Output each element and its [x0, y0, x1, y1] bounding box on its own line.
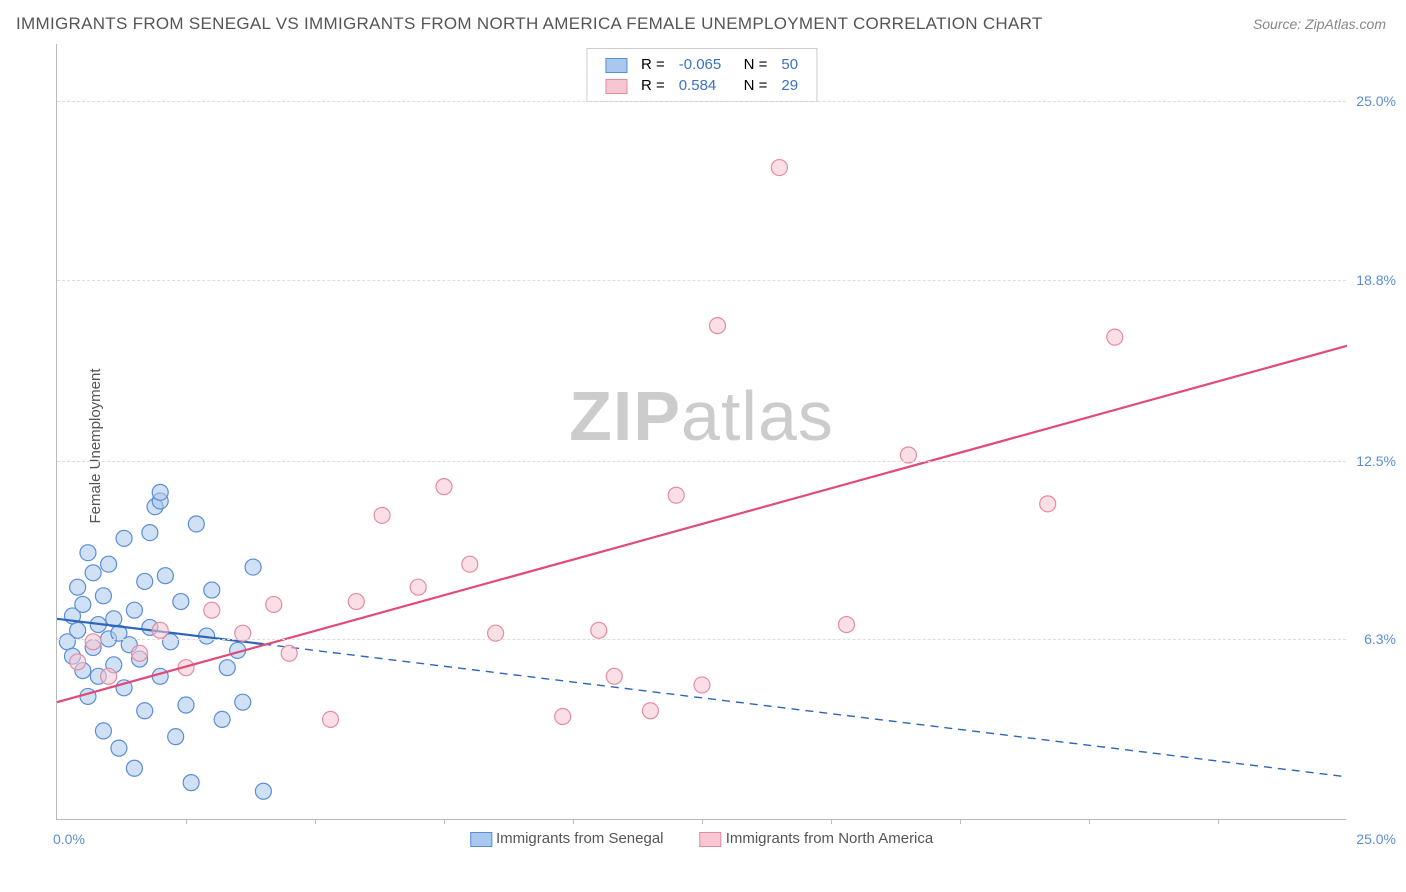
scatter-point [95, 723, 111, 739]
y-tick-label: 6.3% [1348, 631, 1396, 647]
legend-swatch [700, 832, 722, 847]
scatter-point [1107, 329, 1123, 345]
scatter-point [606, 668, 622, 684]
scatter-point [219, 660, 235, 676]
scatter-point [709, 318, 725, 334]
scatter-point [281, 645, 297, 661]
legend-item: Immigrants from Senegal [470, 830, 664, 847]
scatter-point [85, 565, 101, 581]
x-minor-tick [186, 819, 187, 824]
scatter-point [188, 516, 204, 532]
scatter-point [266, 596, 282, 612]
scatter-point [101, 668, 117, 684]
scatter-point [838, 617, 854, 633]
x-minor-tick [444, 819, 445, 824]
scatter-point [204, 582, 220, 598]
scatter-point [101, 556, 117, 572]
scatter-point [126, 760, 142, 776]
scatter-point [70, 622, 86, 638]
gridline [57, 280, 1346, 281]
scatter-point [85, 634, 101, 650]
scatter-point [178, 697, 194, 713]
legend-swatch [470, 832, 492, 847]
legend-item: Immigrants from North America [700, 830, 934, 847]
gridline [57, 461, 1346, 462]
scatter-svg [57, 44, 1346, 819]
scatter-point [173, 594, 189, 610]
y-tick-label: 12.5% [1348, 453, 1396, 469]
gridline [57, 101, 1346, 102]
source-attribution: Source: ZipAtlas.com [1253, 16, 1386, 32]
scatter-point [214, 711, 230, 727]
chart-plot-area: ZIPatlas R =-0.065 N =50R =0.584 N =29 0… [56, 44, 1346, 820]
scatter-point [126, 602, 142, 618]
scatter-point [374, 507, 390, 523]
scatter-point [322, 711, 338, 727]
scatter-point [1040, 496, 1056, 512]
scatter-point [436, 479, 452, 495]
scatter-point [245, 559, 261, 575]
scatter-point [137, 703, 153, 719]
scatter-point [142, 525, 158, 541]
scatter-point [152, 622, 168, 638]
scatter-point [75, 596, 91, 612]
scatter-point [555, 709, 571, 725]
x-minor-tick [1089, 819, 1090, 824]
y-tick-label: 25.0% [1348, 93, 1396, 109]
scatter-point [95, 588, 111, 604]
scatter-point [591, 622, 607, 638]
scatter-point [462, 556, 478, 572]
scatter-point [668, 487, 684, 503]
x-minor-tick [1218, 819, 1219, 824]
chart-title: IMMIGRANTS FROM SENEGAL VS IMMIGRANTS FR… [16, 14, 1043, 34]
bottom-legend: Immigrants from Senegal Immigrants from … [452, 830, 951, 847]
scatter-point [204, 602, 220, 618]
scatter-point [235, 694, 251, 710]
scatter-point [80, 545, 96, 561]
scatter-point [642, 703, 658, 719]
trend-line-dashed [263, 644, 1347, 777]
legend-label: Immigrants from Senegal [496, 830, 664, 847]
legend-label: Immigrants from North America [726, 830, 934, 847]
x-minor-tick [960, 819, 961, 824]
scatter-point [70, 579, 86, 595]
scatter-point [70, 654, 86, 670]
y-tick-label: 18.8% [1348, 272, 1396, 288]
x-minor-tick [831, 819, 832, 824]
x-minor-tick [573, 819, 574, 824]
scatter-point [80, 688, 96, 704]
scatter-point [157, 568, 173, 584]
scatter-point [168, 729, 184, 745]
scatter-point [152, 484, 168, 500]
scatter-point [255, 783, 271, 799]
scatter-point [111, 740, 127, 756]
scatter-point [410, 579, 426, 595]
scatter-point [183, 775, 199, 791]
x-minor-tick [315, 819, 316, 824]
x-tick-max: 25.0% [1348, 831, 1396, 847]
x-minor-tick [702, 819, 703, 824]
scatter-point [137, 573, 153, 589]
x-tick-min: 0.0% [53, 831, 85, 847]
scatter-point [116, 530, 132, 546]
trend-line [57, 346, 1347, 702]
scatter-point [771, 160, 787, 176]
gridline [57, 639, 1346, 640]
scatter-point [132, 645, 148, 661]
scatter-point [348, 594, 364, 610]
scatter-point [694, 677, 710, 693]
